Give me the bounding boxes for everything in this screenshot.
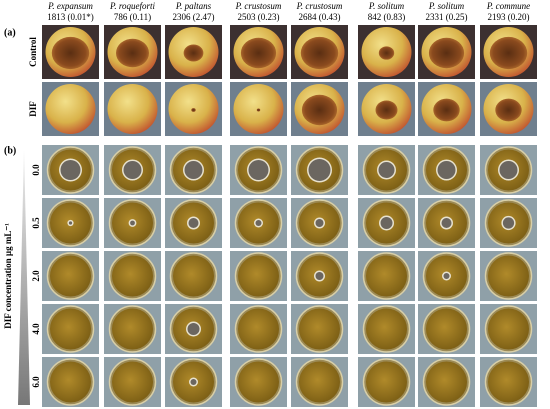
species-name: P. paltans <box>175 1 212 11</box>
concentration-label: 2.0 <box>31 270 41 282</box>
species-name: P. solitum <box>368 1 405 11</box>
agar <box>238 308 279 350</box>
concentration-label: 0.0 <box>31 164 41 176</box>
agar <box>112 255 153 297</box>
agar <box>50 361 91 403</box>
species-name: P. commune <box>486 1 530 11</box>
agar <box>112 361 153 403</box>
lesion <box>300 36 339 70</box>
apple <box>45 84 96 134</box>
colony <box>437 161 456 179</box>
species-name: P. roqueforti <box>109 1 156 11</box>
agar <box>488 255 529 297</box>
colony <box>248 160 269 180</box>
agar <box>299 308 340 350</box>
lesion <box>240 37 277 69</box>
lesion <box>256 108 261 112</box>
lesion <box>428 37 465 69</box>
colony <box>68 221 73 225</box>
lesion <box>191 108 196 112</box>
concentration-label: 6.0 <box>31 376 41 388</box>
row-label: DIF <box>28 101 38 117</box>
lesion <box>301 94 338 126</box>
lesion <box>433 98 460 122</box>
row-label: Control <box>28 37 38 67</box>
colony <box>441 218 452 228</box>
axis-label: DIF concentration µg mL⁻¹ <box>3 223 13 329</box>
strain-code: 2193 (0.20) <box>488 12 530 22</box>
species-name: P. crustosum <box>296 1 343 11</box>
lesion <box>183 44 204 62</box>
agar <box>488 308 529 350</box>
agar <box>366 361 407 403</box>
colony <box>502 217 515 229</box>
colony <box>315 272 324 280</box>
colony <box>187 323 200 335</box>
strain-code: 1813 (0.01*) <box>47 12 94 22</box>
agar <box>299 361 340 403</box>
agar <box>173 255 214 297</box>
agar <box>426 308 467 350</box>
gradient-wedge <box>18 150 30 405</box>
agar <box>488 361 529 403</box>
colony <box>60 160 81 180</box>
colony <box>315 219 324 227</box>
agar <box>50 308 91 350</box>
agar <box>238 255 279 297</box>
strain-code: 2684 (0.43) <box>299 12 341 22</box>
colony <box>308 159 331 181</box>
colony <box>123 161 142 179</box>
species-name: P. crustosum <box>235 1 282 11</box>
colony <box>130 220 135 226</box>
apple <box>107 84 158 134</box>
colony <box>443 273 450 279</box>
agar <box>366 255 407 297</box>
agar <box>50 255 91 297</box>
strain-code: 2306 (2.47) <box>173 12 215 22</box>
lesion <box>375 100 398 120</box>
lesion <box>51 36 90 70</box>
colony <box>378 162 395 178</box>
concentration-label: 0.5 <box>31 217 41 229</box>
agar <box>112 308 153 350</box>
colony <box>190 379 197 385</box>
panel-label: (b) <box>4 145 16 156</box>
agar <box>366 308 407 350</box>
lesion <box>116 38 149 68</box>
colony <box>184 161 203 179</box>
colony <box>380 217 393 229</box>
strain-code: 2331 (0.25) <box>426 12 468 22</box>
colony <box>188 218 199 228</box>
lesion <box>495 98 522 122</box>
agar <box>426 361 467 403</box>
panel-label: (a) <box>4 27 16 38</box>
lesion <box>378 46 395 60</box>
colony <box>255 220 262 226</box>
strain-code: 786 (0.11) <box>114 12 151 22</box>
agar <box>238 361 279 403</box>
concentration-label: 4.0 <box>31 323 41 335</box>
colony <box>499 161 518 179</box>
species-name: P. expansum <box>47 1 93 11</box>
strain-code: 2503 (0.23) <box>238 12 280 22</box>
species-name: P. solitum <box>428 1 465 11</box>
strain-code: 842 (0.83) <box>368 12 406 22</box>
lesion <box>489 36 528 70</box>
